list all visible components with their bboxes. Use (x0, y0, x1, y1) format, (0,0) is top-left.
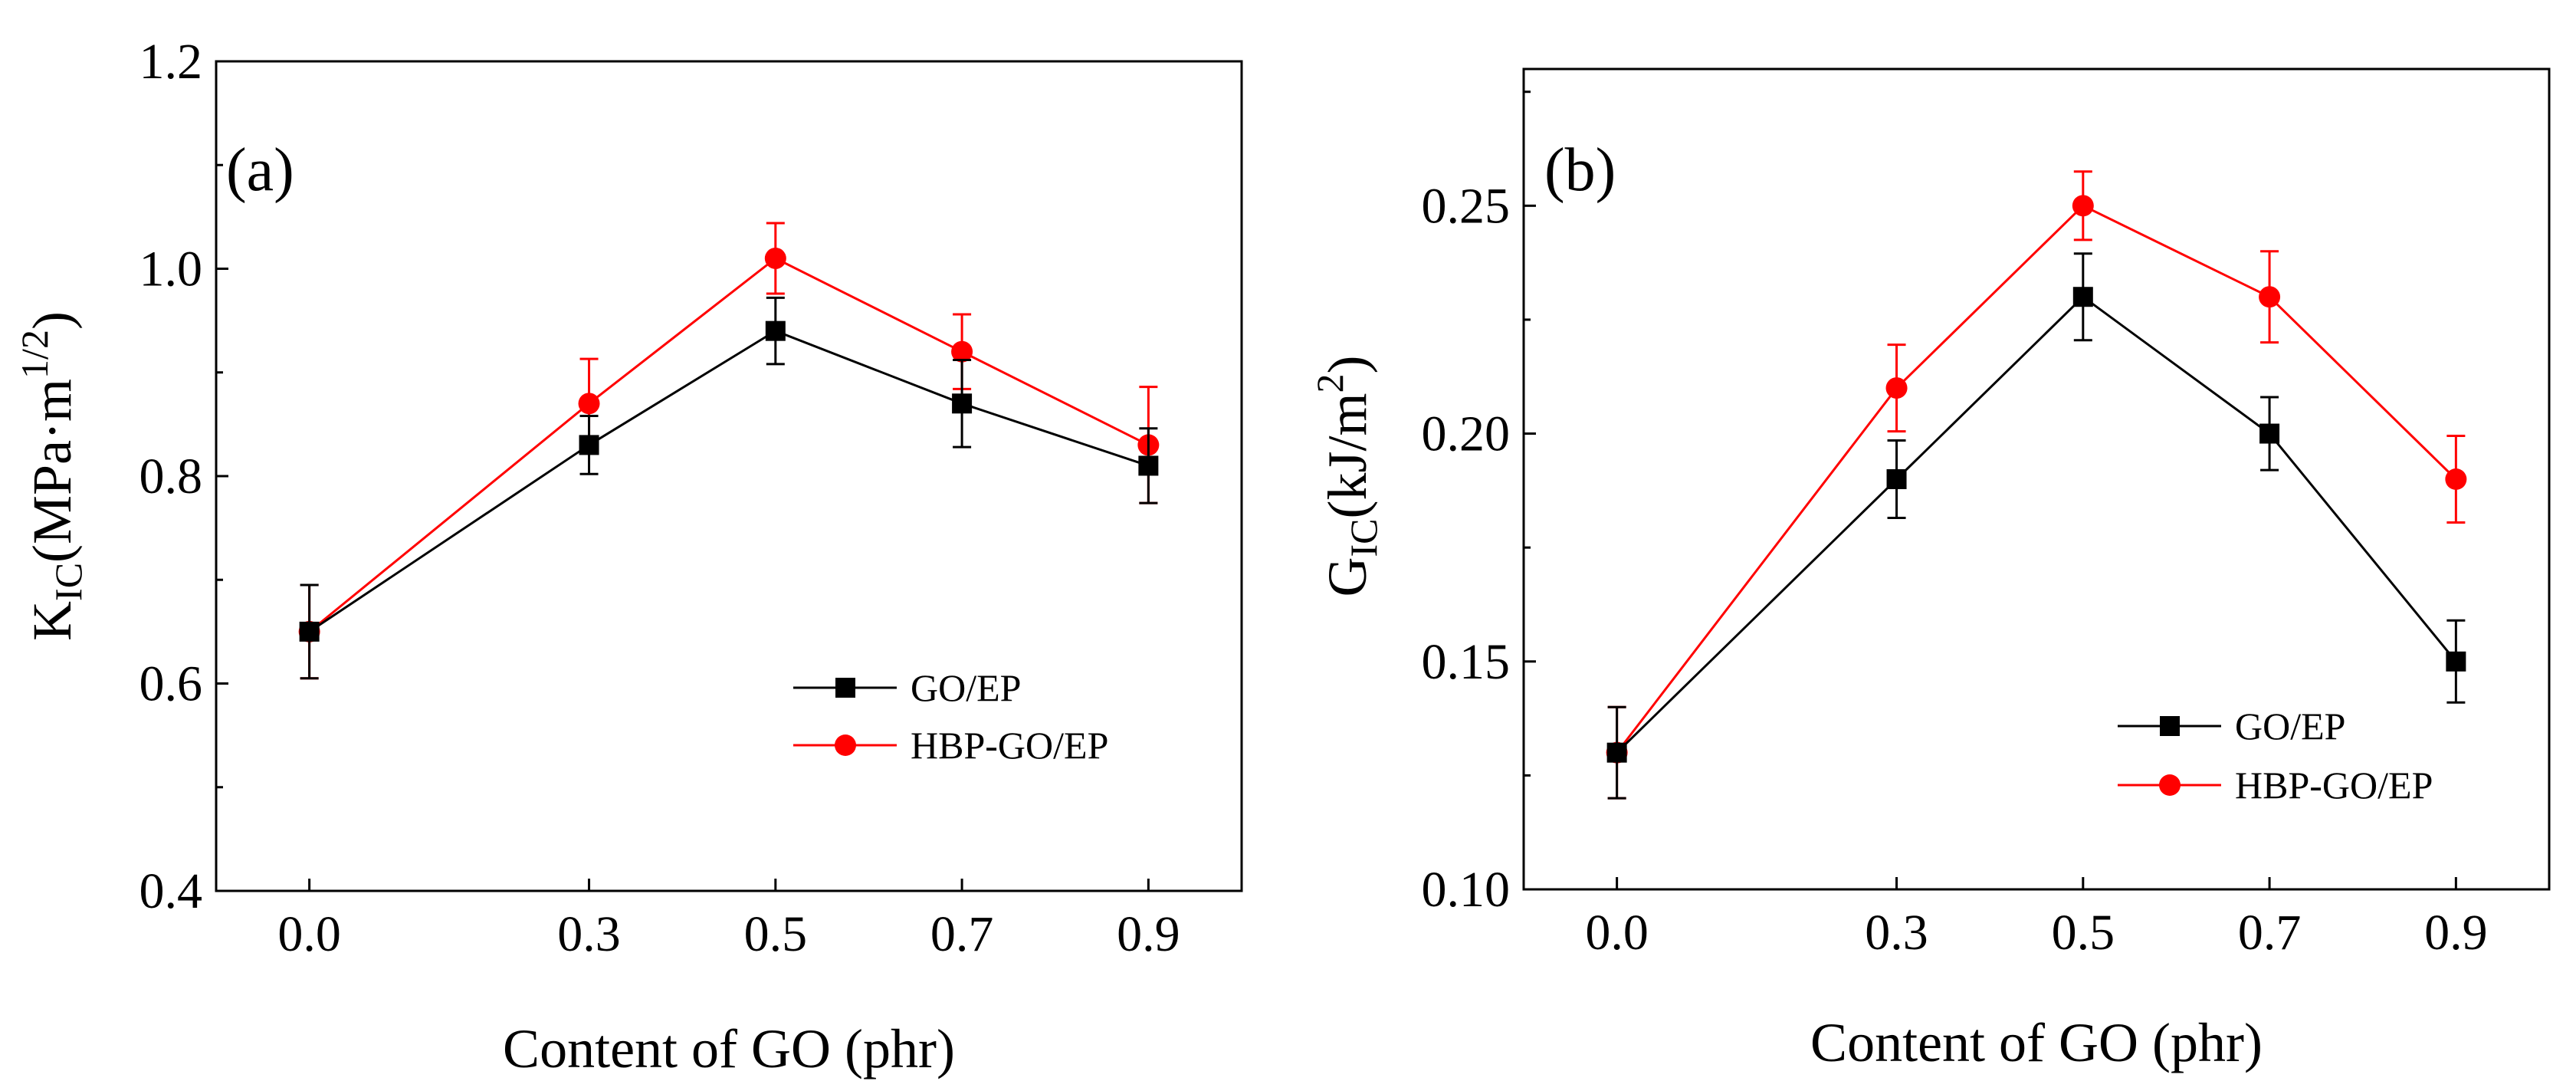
y-axis-title-main-a: K (21, 601, 83, 641)
series-line-hbp-go-ep-b (1616, 204, 2457, 754)
data-point-go-ep-a (952, 393, 973, 414)
data-point-go-ep-b (2259, 423, 2280, 444)
data-point-go-ep-a (1138, 455, 1159, 476)
y-axis-title-sup-b: 2 (1308, 373, 1351, 393)
legend-marker-hbp-go-ep-a (835, 734, 856, 756)
legend-marker-go-ep-b (2160, 716, 2180, 736)
x-axis-title-a: Content of GO (phr) (503, 1018, 955, 1079)
y-tick-label-a: 0.4 (139, 863, 203, 919)
legend-label-go-ep-b: GO/EP (2235, 705, 2345, 748)
x-tick-label-b: 0.7 (2238, 905, 2302, 961)
x-tick-label-b: 0.5 (2052, 905, 2115, 961)
data-point-hbp-go-ep-b (2445, 468, 2467, 490)
legend-b: GO/EP HBP-GO/EP (2118, 705, 2433, 807)
y-axis-title-unit-a: (MPa·m (21, 379, 83, 563)
data-point-go-ep-b (1886, 469, 1907, 489)
y-tick-label-b: 0.10 (1422, 862, 1511, 918)
x-axis-a: 0.0 0.3 0.5 0.7 0.9 (277, 879, 1180, 962)
data-point-hbp-go-ep-a (951, 340, 973, 363)
y-tick-label-a: 0.6 (139, 656, 203, 712)
chart-panel-a: 0.4 0.6 0.8 1.0 1.2 0.0 0.3 0.5 0.7 0.9 (a) Cont… (13, 34, 1243, 1079)
data-point-hbp-go-ep-b (2259, 286, 2281, 308)
data-point-go-ep-b (2446, 651, 2466, 672)
series-line-go-ep-a (308, 329, 1149, 633)
x-tick-label-a: 0.3 (557, 906, 621, 962)
data-point-go-ep-a (579, 435, 599, 455)
data-point-hbp-go-ep-b (1885, 377, 1908, 399)
y-axis-title-sup-a: 1/2 (13, 330, 56, 379)
y-axis-a: 0.4 0.6 0.8 1.0 1.2 (139, 34, 228, 919)
legend-label-hbp-go-ep-a: HBP-GO/EP (911, 724, 1108, 767)
y-tick-label-a: 0.8 (139, 449, 203, 504)
y-axis-title-close-a: ) (21, 311, 83, 330)
x-tick-label-a: 0.5 (744, 906, 808, 962)
x-tick-label-b: 0.9 (2424, 905, 2488, 961)
x-tick-label-b: 0.0 (1585, 905, 1649, 961)
legend-label-go-ep-a: GO/EP (911, 666, 1021, 709)
panel-label-b: (b) (1544, 136, 1616, 204)
legend-marker-go-ep-a (835, 678, 855, 698)
legend-label-hbp-go-ep-b: HBP-GO/EP (2235, 764, 2433, 807)
x-axis-b: 0.0 0.3 0.5 0.7 0.9 (1585, 877, 2488, 961)
y-tick-label-b: 0.15 (1422, 634, 1511, 690)
y-axis-title-main-b: G (1317, 557, 1378, 597)
legend-marker-hbp-go-ep-b (2159, 774, 2181, 796)
y-axis-title-sub-b: IC (1342, 519, 1385, 557)
chart-panel-b: 0.10 0.15 0.20 0.25 0.0 0.3 0.5 0.7 0.9 (b) Con… (1308, 67, 2551, 1073)
y-tick-label-a: 1.0 (139, 242, 203, 297)
data-point-hbp-go-ep-a (578, 393, 600, 415)
legend-a: GO/EP HBP-GO/EP (793, 666, 1108, 767)
y-axis-title-sub-a: IC (47, 563, 90, 601)
x-tick-label-b: 0.3 (1865, 905, 1928, 961)
series-line-go-ep-b (1616, 295, 2457, 754)
y-tick-label-a: 1.2 (139, 34, 203, 90)
y-tick-label-b: 0.20 (1422, 406, 1511, 462)
panel-label-a: (a) (226, 136, 294, 204)
x-tick-label-a: 0.9 (1117, 906, 1180, 962)
x-tick-label-a: 0.0 (277, 906, 341, 962)
y-axis-title-close-b: ) (1317, 356, 1378, 374)
data-point-hbp-go-ep-a (764, 247, 786, 269)
data-point-go-ep-a (299, 621, 320, 642)
y-tick-label-b: 0.25 (1422, 178, 1511, 234)
plot-area-a (298, 222, 1160, 680)
x-axis-title-b: Content of GO (phr) (1810, 1012, 2263, 1073)
data-point-hbp-go-ep-b (2072, 195, 2094, 217)
y-axis-title-a: KIC(MPa·m1/2) (13, 311, 90, 641)
y-axis-title-b: GIC(kJ/m2) (1308, 356, 1385, 597)
y-axis-b: 0.10 0.15 0.20 0.25 (1422, 90, 1536, 918)
y-axis-title-unit-b: (kJ/m (1317, 393, 1378, 518)
x-tick-label-a: 0.7 (930, 906, 994, 962)
data-point-go-ep-b (1606, 742, 1627, 763)
plot-frame-b (1522, 67, 2551, 891)
data-point-go-ep-a (765, 320, 786, 341)
data-point-go-ep-b (2072, 287, 2093, 307)
plot-area-b (1606, 170, 2467, 800)
series-line-hbp-go-ep-a (308, 257, 1150, 633)
